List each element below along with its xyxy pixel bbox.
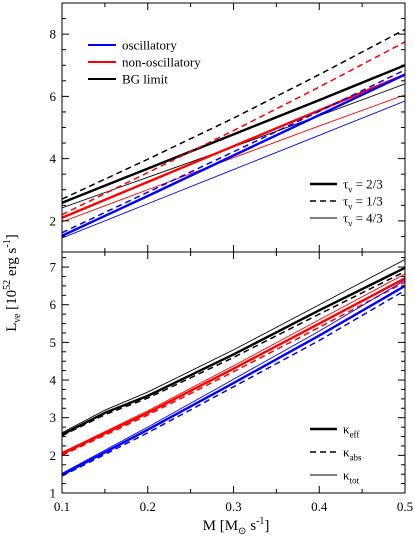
legend-style-label: τν = 2/3 (343, 177, 383, 195)
legend-color-label: oscillatory (122, 38, 177, 53)
top-y-tick-label: 6 (50, 89, 57, 104)
bottom-series-line-7 (62, 284, 405, 476)
top-series-line-0 (62, 28, 405, 200)
bottom-x-tick-label: 0.5 (397, 499, 413, 514)
bottom-x-tick-label: 0.4 (311, 499, 328, 514)
color-legend: oscillatory non-oscillatory BG limit (88, 38, 201, 87)
top-y-tick-label: 2 (50, 213, 57, 228)
top-series-line-5 (62, 94, 405, 223)
bottom-series-line-5 (62, 281, 405, 457)
bottom-series-line-3 (62, 273, 405, 453)
bottom-series-line-4 (62, 277, 405, 455)
x-axis-label: M [M⊙ s-1] (203, 516, 270, 537)
legend-color-label: non-oscillatory (122, 55, 201, 70)
bottom-series-line-2 (62, 270, 405, 437)
top-series-line-7 (62, 73, 405, 237)
legend-style-label: τν = 1/3 (343, 194, 383, 212)
bottom-y-tick-label: 5 (50, 335, 57, 350)
bottom-y-tick-label: 2 (50, 448, 57, 463)
legend-style-label: κtot (343, 468, 360, 486)
legend-color-label: BG limit (122, 72, 168, 87)
top-y-tick-label: 8 (50, 27, 57, 42)
top-style-legend: τν = 2/3τν = 1/3τν = 4/3 (310, 177, 383, 229)
top-panel: 2 4 6 8 oscillatory non-oscillatory BG limit τν… (50, 2, 406, 253)
bottom-y-tick-label: 6 (50, 297, 57, 312)
bottom-series-line-1 (62, 266, 405, 436)
bottom-y-tick-label: 4 (50, 373, 57, 388)
legend-style-label: κeff (343, 422, 359, 440)
legend-style-label: τν = 4/3 (343, 211, 383, 229)
bottom-series-line-0 (62, 259, 405, 434)
top-series-line-8 (62, 100, 405, 239)
top-series-line-4 (62, 73, 405, 219)
bottom-x-tick-label: 0.3 (225, 499, 241, 514)
bottom-panel: 1 2 3 4 5 6 7 0.1 0.2 0.3 0.4 0.5 κeff κabs κtot (50, 251, 413, 514)
bottom-series-line-6 (62, 279, 405, 474)
top-series-line-3 (62, 41, 405, 216)
y-axis-label: Lνe [1052 erg s-1] (2, 234, 23, 331)
top-y-tick-label: 4 (50, 151, 57, 166)
top-series-line-6 (62, 69, 405, 234)
bottom-y-tick-label: 7 (50, 260, 57, 275)
bottom-x-tick-label: 0.2 (140, 499, 156, 514)
bottom-style-legend: κeff κabs κtot (310, 422, 362, 486)
legend-style-label: κabs (343, 445, 362, 463)
bottom-x-tick-label: 0.1 (54, 499, 70, 514)
bottom-series-line-8 (62, 289, 405, 477)
top-series-line-1 (62, 64, 405, 204)
bottom-y-tick-label: 3 (50, 410, 57, 425)
bottom-y-tick-label: 1 (50, 486, 57, 501)
